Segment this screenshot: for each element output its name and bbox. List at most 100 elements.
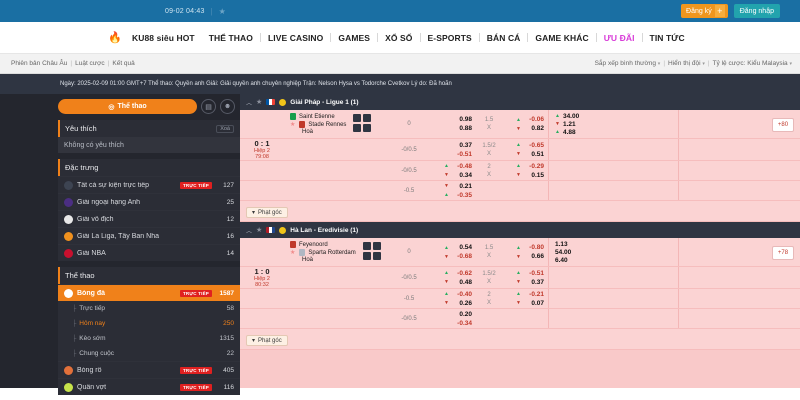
odds-line-1[interactable]: ▼ -0.68 — [424, 253, 472, 260]
handicap-odds-cell[interactable]: 0.37 -0.51 — [424, 139, 476, 160]
ou-odds-line-1[interactable]: ▼ 0.37 — [502, 279, 544, 286]
more-markets-badge[interactable]: +78 — [772, 246, 794, 260]
sidebar-item-sport-0[interactable]: Bóng đá TRỰC TIẾP 1587 — [58, 284, 240, 301]
match-odds-cell[interactable]: ▲ 34.00 ▼ 1.21 ▲ 4.88 — [548, 110, 678, 138]
match-odds-cell[interactable] — [548, 289, 678, 308]
sidebar-sport-button[interactable]: ◎ Thể thao — [58, 99, 197, 114]
tv-icon[interactable] — [353, 114, 362, 122]
ou-odds-cell[interactable]: ▲ -0.06 ▼ 0.82 — [502, 110, 548, 138]
ou-odds-line-0[interactable]: ▲ -0.29 — [502, 163, 544, 170]
filter-select-1[interactable]: Hiển thị đội ▾ — [668, 60, 705, 67]
nav-item-4[interactable]: E-SPORTS — [427, 32, 472, 43]
handicap-odds-cell[interactable]: 0.20 -0.34 — [424, 309, 476, 328]
handicap-odds-cell[interactable]: ▲ 0.54 ▼ -0.68 — [424, 238, 476, 266]
handicap-odds-cell[interactable]: ▲ -0.48 ▼ 0.34 — [424, 161, 476, 180]
ou-odds-cell[interactable]: ▲ -0.80 ▼ 0.66 — [502, 238, 548, 266]
match-odds-cell[interactable] — [548, 181, 678, 200]
bet-slip-icon[interactable]: ▤ — [201, 99, 216, 114]
ou-odds-line-1[interactable]: ▼ 0.15 — [502, 172, 544, 179]
match-odds-cell[interactable] — [548, 139, 678, 160]
odds-line-1[interactable]: ▼ 0.34 — [424, 172, 472, 179]
nav-item-8[interactable]: TIN TỨC — [649, 32, 685, 43]
match-odds-cell[interactable]: 1.13 54.00 6.40 — [548, 238, 678, 266]
odds-line-0[interactable]: ▲ -0.40 — [424, 291, 472, 298]
odds-line-1[interactable]: 0.88 — [424, 125, 472, 132]
nav-item-2[interactable]: GAMES — [338, 32, 371, 43]
sidebar-subitem-0[interactable]: ├ Trực tiếp 58 — [58, 301, 240, 316]
match-odds-line-0[interactable]: ▲ 34.00 — [555, 113, 579, 120]
filter-link-1[interactable]: Luật cược — [75, 60, 105, 67]
pitch-icon[interactable] — [363, 124, 372, 132]
odds-line-0[interactable]: 0.37 — [424, 142, 472, 149]
home-team[interactable]: Feyenoord — [290, 241, 356, 248]
ou-odds-cell[interactable]: ▲ -0.29 ▼ 0.15 — [502, 161, 548, 180]
sidebar-item-featured-4[interactable]: Giải NBA 14 — [58, 244, 240, 261]
favorite-star-icon[interactable]: ★ — [290, 250, 296, 256]
stats-icon[interactable] — [353, 124, 362, 132]
nav-item-3[interactable]: XỔ SỐ — [385, 32, 413, 43]
filter-link-2[interactable]: Kết quả — [112, 60, 135, 67]
user-icon[interactable]: ☻ — [220, 99, 235, 114]
stats-icon[interactable] — [362, 252, 371, 260]
ou-odds-cell[interactable]: ▲ -0.65 ▼ 0.51 — [502, 139, 548, 160]
favorite-star-icon[interactable]: ★ — [290, 122, 296, 128]
nav-item-6[interactable]: GAME KHÁC — [535, 32, 589, 43]
match-odds-line-2[interactable]: 6.40 — [555, 257, 568, 264]
video-icon[interactable] — [372, 242, 381, 250]
nav-item-1[interactable]: LIVE CASINO — [267, 32, 324, 43]
match-odds-line-2[interactable]: ▲ 4.88 — [555, 129, 576, 136]
odds-line-1[interactable]: ▼ 0.48 — [424, 279, 472, 286]
chevron-up-icon[interactable]: ︿ — [246, 100, 253, 107]
match-odds-cell[interactable] — [548, 161, 678, 180]
handicap-odds-cell[interactable]: ▼ 0.21 ▲ -0.35 — [424, 181, 476, 200]
ou-odds-cell[interactable] — [502, 309, 548, 328]
ou-odds-line-1[interactable]: ▼ 0.51 — [502, 151, 544, 158]
sidebar-subitem-3[interactable]: ├ Chung cuộc 22 — [58, 346, 240, 361]
match-odds-line-1[interactable]: ▼ 1.21 — [555, 121, 576, 128]
sidebar-item-sport-2[interactable]: Quần vợt TRỰC TIẾP 116 — [58, 378, 240, 395]
tv-icon[interactable] — [362, 242, 371, 250]
match-odds-cell[interactable] — [548, 309, 678, 328]
handicap-odds-cell[interactable]: 0.98 0.88 — [424, 110, 476, 138]
match-odds-cell[interactable] — [548, 267, 678, 288]
handicap-odds-cell[interactable]: ▲ -0.40 ▼ 0.26 — [424, 289, 476, 308]
league-header-1[interactable]: ︿ ★ Hà Lan - Eredivisie (1) — [240, 222, 800, 238]
ou-odds-line-0[interactable]: ▲ -0.51 — [502, 270, 544, 277]
ou-odds-line-0[interactable]: ▲ -0.06 — [502, 116, 544, 123]
odds-line-0[interactable]: ▲ -0.62 — [424, 270, 472, 277]
odds-line-1[interactable]: ▲ -0.35 — [424, 192, 472, 199]
more-markets-badge[interactable]: +80 — [772, 118, 794, 132]
sidebar-subitem-1[interactable]: ├ Hôm nay 250 — [58, 316, 240, 331]
home-team[interactable]: Saint Etienne — [290, 113, 346, 120]
sidebar-item-featured-2[interactable]: Giải vô địch 12 — [58, 210, 240, 227]
sidebar-item-sport-1[interactable]: Bóng rổ TRỰC TIẾP 405 — [58, 361, 240, 378]
nav-item-5[interactable]: BÁN CÁ — [486, 32, 521, 43]
nav-item-7[interactable]: ƯU ĐÃI — [603, 32, 635, 43]
star-icon[interactable]: ★ — [218, 6, 226, 16]
corner-market-button[interactable]: ▾ Phạt góc — [246, 207, 288, 218]
clear-favorites-button[interactable]: Xoá — [216, 124, 234, 133]
sidebar-item-featured-0[interactable]: Tất cả sự kiện trực tiếp TRỰC TIẾP 127 — [58, 176, 240, 193]
odds-line-0[interactable]: 0.20 — [424, 311, 472, 318]
ou-odds-line-1[interactable]: ▼ 0.07 — [502, 300, 544, 307]
league-header-0[interactable]: ︿ ★ Giải Pháp - Ligue 1 (1) — [240, 94, 800, 110]
handicap-odds-cell[interactable]: ▲ -0.62 ▼ 0.48 — [424, 267, 476, 288]
ou-odds-line-0[interactable]: ▲ -0.21 — [502, 291, 544, 298]
filter-select-0[interactable]: Sắp xếp bình thường ▾ — [595, 60, 661, 67]
login-button[interactable]: Đăng nhập — [733, 4, 780, 18]
filter-link-0[interactable]: Phiên bản Châu Âu — [11, 60, 68, 67]
away-team[interactable]: ★ Sparta Rotterdam — [290, 249, 356, 256]
chevron-up-icon[interactable]: ︿ — [246, 228, 253, 235]
ou-odds-cell[interactable]: ▲ -0.21 ▼ 0.07 — [502, 289, 548, 308]
sidebar-item-featured-3[interactable]: Giải La Liga, Tây Ban Nha 16 — [58, 227, 240, 244]
ou-odds-line-1[interactable]: ▼ 0.82 — [502, 125, 544, 132]
star-icon[interactable]: ★ — [256, 99, 263, 106]
ou-odds-line-0[interactable]: ▲ -0.80 — [502, 244, 544, 251]
video-icon[interactable] — [363, 114, 372, 122]
nav-brand[interactable]: KU88 siêu HOT — [132, 32, 195, 43]
odds-line-1[interactable]: ▼ 0.26 — [424, 300, 472, 307]
away-team[interactable]: ★ Stade Rennes — [290, 121, 347, 128]
pitch-icon[interactable] — [372, 252, 381, 260]
ou-odds-line-0[interactable]: ▲ -0.65 — [502, 142, 544, 149]
odds-line-1[interactable]: -0.51 — [424, 151, 472, 158]
